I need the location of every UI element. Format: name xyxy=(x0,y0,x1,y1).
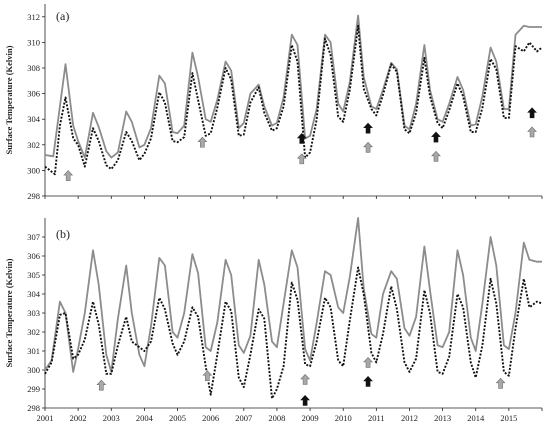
arrow-up-grey-icon xyxy=(495,377,506,389)
y-axis-label: Surface Temperature (Kelvin) xyxy=(4,258,14,367)
y-tick-label: 298 xyxy=(27,403,40,413)
arrow-up-grey-icon xyxy=(527,126,537,138)
arrow-up-grey-icon xyxy=(431,150,441,162)
y-tick-label: 302 xyxy=(27,327,40,337)
x-tick-label: 2014 xyxy=(467,413,485,423)
arrow-up-black-icon xyxy=(527,107,537,119)
series-line-grey xyxy=(44,217,542,373)
series-line-dotted-black xyxy=(44,24,543,176)
x-tick-label: 2008 xyxy=(268,413,285,423)
y-tick-label: 300 xyxy=(27,365,40,375)
x-tick-label: 2013 xyxy=(434,413,451,423)
arrow-up-black-icon xyxy=(431,131,441,143)
arrow-up-grey-icon xyxy=(202,370,213,381)
y-tick-label: 310 xyxy=(27,37,40,47)
x-tick-label: 2010 xyxy=(335,413,352,423)
x-tick-label: 2009 xyxy=(302,413,319,423)
series-line-dotted-black xyxy=(44,266,543,400)
arrow-up-black-icon xyxy=(296,132,307,144)
x-tick-label: 2001 xyxy=(37,413,54,423)
y-axis-label: Surface Temperature (Kelvin) xyxy=(4,45,14,154)
x-tick-label: 2015 xyxy=(500,413,517,423)
arrow-up-grey-icon xyxy=(296,153,307,165)
y-tick-label: 299 xyxy=(27,384,40,394)
x-tick-label: 2005 xyxy=(169,413,186,423)
arrow-up-black-icon xyxy=(363,122,373,134)
y-tick-label: 306 xyxy=(27,251,40,261)
y-tick-label: 302 xyxy=(27,140,40,150)
arrow-up-grey-icon xyxy=(300,374,310,385)
y-tick-label: 312 xyxy=(27,12,40,22)
y-tick-label: 303 xyxy=(27,308,40,318)
x-tick-label: 2004 xyxy=(136,413,154,423)
arrow-up-grey-icon xyxy=(363,141,373,153)
arrow-up-grey-icon xyxy=(96,379,107,391)
y-tick-label: 304 xyxy=(27,114,41,124)
x-tick-label: 2002 xyxy=(70,413,87,423)
arrow-up-black-icon xyxy=(363,375,373,387)
y-tick-label: 305 xyxy=(27,270,40,280)
y-tick-label: 308 xyxy=(27,63,40,73)
arrow-up-black-icon xyxy=(300,394,310,406)
series-line-grey xyxy=(44,14,542,159)
x-tick-label: 2006 xyxy=(202,413,219,423)
arrow-up-grey-icon xyxy=(197,136,208,148)
y-tick-label: 304 xyxy=(27,289,41,299)
panel-b: 298 299 300 301 302 303 304 305 306 307 2001 2002 20… xyxy=(4,217,543,423)
x-tick-label: 2011 xyxy=(368,413,385,423)
y-tick-label: 307 xyxy=(27,232,40,242)
x-tick-label: 2003 xyxy=(103,413,120,423)
y-tick-label: 298 xyxy=(27,191,40,201)
panel-label: (b) xyxy=(56,227,70,241)
arrow-up-grey-icon xyxy=(363,356,373,368)
y-tick-label: 306 xyxy=(27,89,40,99)
panel-a: 298 300 302 304 306 308 310 312 Surface Temperat… xyxy=(4,4,543,201)
panel-label: (a) xyxy=(56,9,69,23)
arrow-up-grey-icon xyxy=(63,170,74,181)
x-tick-label: 2007 xyxy=(235,413,252,423)
y-tick-label: 300 xyxy=(27,165,40,175)
y-tick-label: 301 xyxy=(27,346,40,356)
x-tick-label: 2012 xyxy=(401,413,418,423)
